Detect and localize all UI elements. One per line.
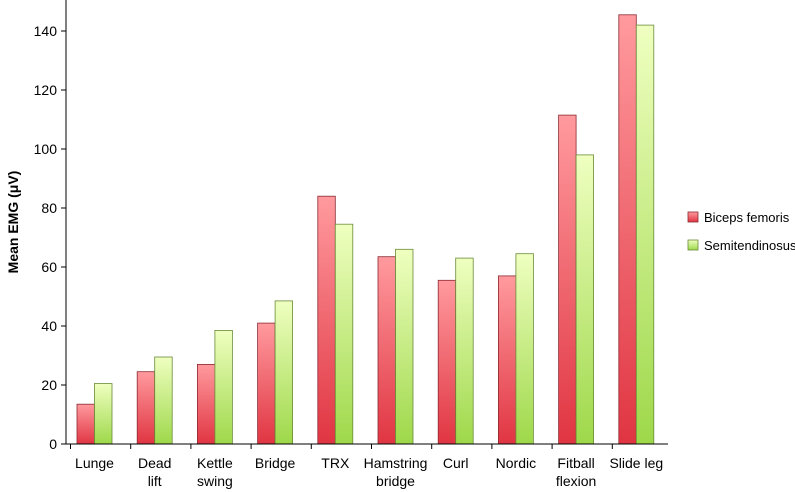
y-ticks: 0 20 40 60 80 100 120 140: [34, 23, 66, 452]
x-category-labels: Lunge Dead lift Kettle swing Bridge TRX Hamstri…: [70, 444, 663, 489]
x-category-label: bridge: [376, 473, 415, 489]
bar-biceps-femoris-0: [76, 403, 95, 445]
bar-semitendinosus-5: [395, 248, 414, 445]
x-category-label: Slide leg: [609, 455, 663, 471]
bar-biceps-femoris-7: [497, 275, 517, 445]
bar-semitendinosus-8: [575, 154, 594, 445]
legend-swatch: [687, 211, 699, 223]
bar-biceps-femoris-9: [618, 14, 637, 445]
bar-semitendinosus-2: [214, 329, 233, 445]
y-tick-label: 20: [41, 377, 57, 393]
bar-semitendinosus-6: [455, 257, 474, 445]
legend-label: Semitendinosus: [704, 238, 795, 253]
bar-biceps-femoris-4: [317, 195, 336, 445]
y-tick-label: 0: [49, 436, 57, 452]
x-category-label: swing: [197, 473, 233, 489]
bar-biceps-femoris-6: [437, 279, 457, 445]
bar-semitendinosus-3: [274, 300, 294, 445]
y-tick-label: 100: [34, 141, 58, 157]
y-tick-label: 60: [41, 259, 57, 275]
x-category-label: Fitball: [557, 455, 594, 471]
bar-biceps-femoris-2: [196, 363, 216, 445]
x-category-label: Bridge: [255, 455, 296, 471]
x-category-label: Kettle: [197, 455, 233, 471]
bar-semitendinosus-7: [515, 253, 534, 445]
x-category-label: Curl: [443, 455, 469, 471]
y-axis-title: Mean EMG (μV): [5, 171, 21, 274]
x-category-label: Dead: [138, 455, 171, 471]
bar-biceps-femoris-1: [136, 371, 156, 445]
bar-semitendinosus-0: [94, 383, 113, 445]
y-tick-label: 140: [34, 23, 58, 39]
x-category-label: TRX: [321, 455, 350, 471]
x-category-label: lift: [148, 473, 162, 489]
bar-biceps-femoris-5: [377, 256, 396, 445]
bar-semitendinosus-1: [154, 356, 173, 445]
y-tick-label: 120: [34, 82, 58, 98]
bar-biceps-femoris-8: [558, 114, 577, 445]
x-category-label: Lunge: [75, 455, 114, 471]
bars-layer: [76, 14, 655, 445]
x-category-label: Hamstring: [364, 455, 428, 471]
x-category-label: Nordic: [496, 455, 536, 471]
legend-swatch: [687, 239, 699, 251]
legend-label: Biceps femoris: [704, 210, 790, 225]
y-tick-label: 80: [41, 200, 57, 216]
bar-semitendinosus-9: [635, 24, 655, 445]
y-tick-label: 40: [41, 318, 57, 334]
axes-layer: [65, 0, 668, 445]
legend: Biceps femoris Semitendinosus: [687, 210, 795, 253]
bar-semitendinosus-4: [334, 223, 354, 445]
bar-biceps-femoris-3: [257, 322, 276, 445]
x-category-label: flexion: [556, 473, 596, 489]
